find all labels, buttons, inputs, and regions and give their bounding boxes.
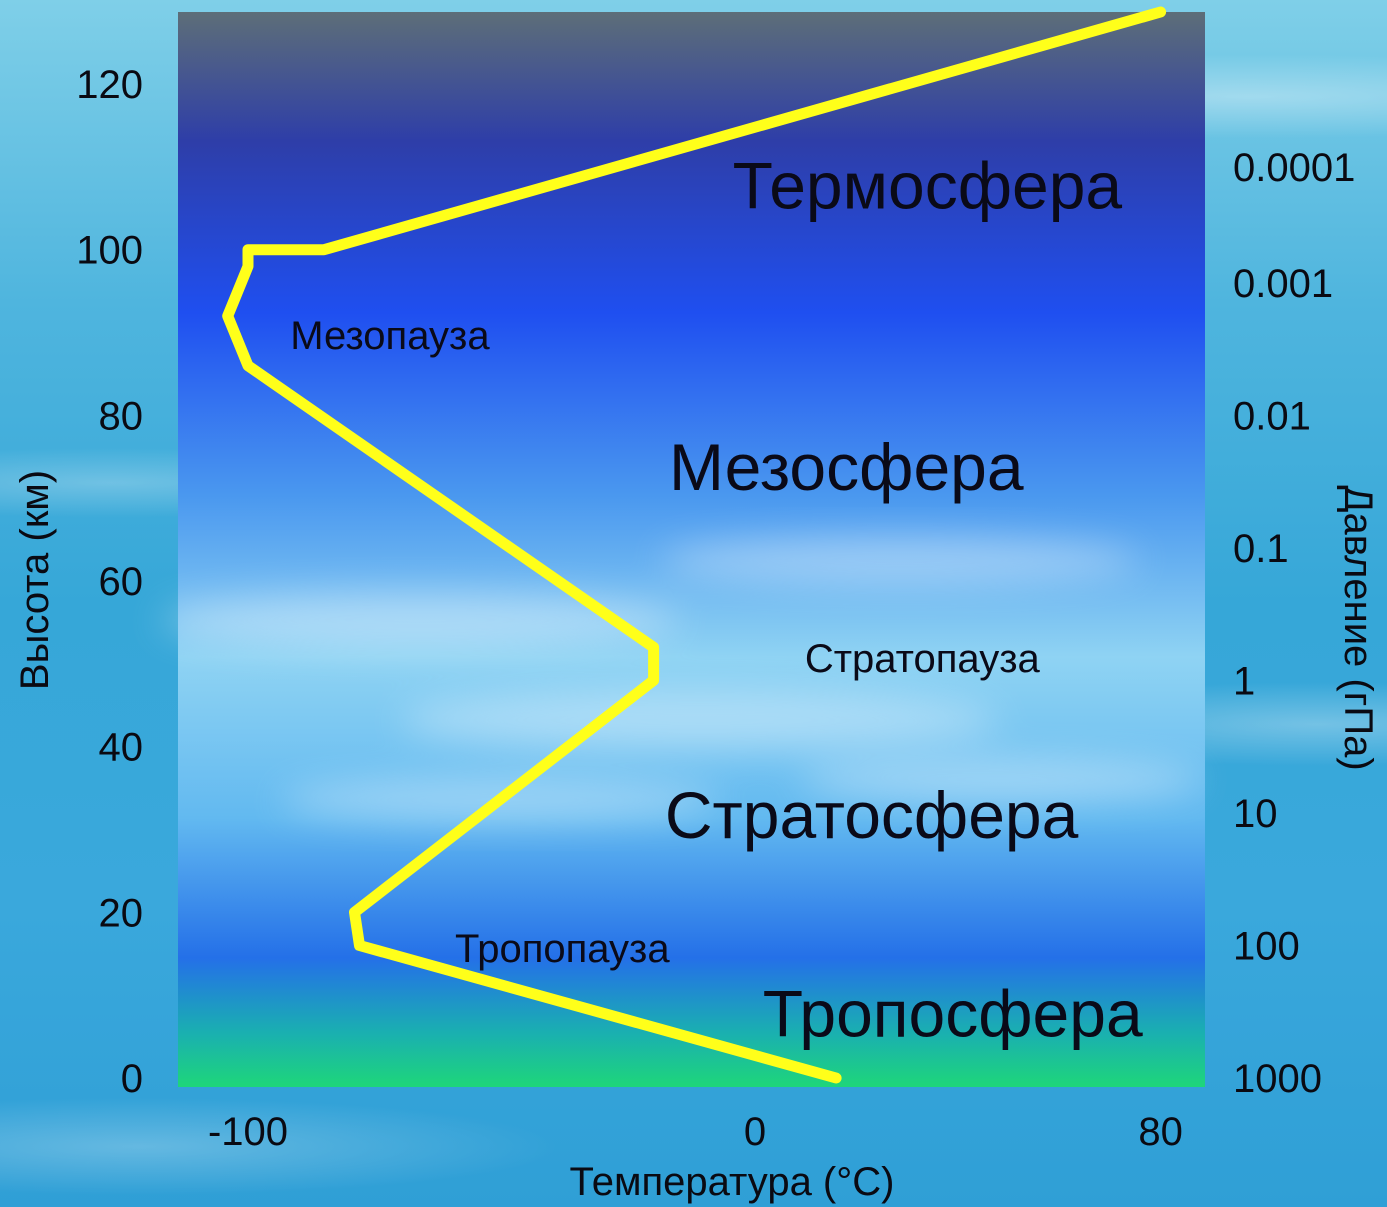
y-axis-title: Высота (км)	[13, 470, 57, 690]
temperature-profile-line	[222, 6, 1167, 1084]
pressure-axis-ticks: 0.0001 0.001 0.01 0.1 1 10 100 1000	[1233, 146, 1355, 1101]
y-axis-ticks: 0 20 40 60 80 100 120	[76, 63, 143, 1101]
y-tick-label: 20	[99, 891, 144, 935]
y-tick-label: 60	[99, 560, 144, 604]
region-label: Стратосфера	[665, 778, 1079, 852]
cloud-streaks	[160, 536, 1200, 822]
region-labels: Термосфера Мезопауза Мезосфера Стратопауза С…	[290, 148, 1143, 1050]
x-tick-label: 0	[744, 1110, 766, 1154]
x-axis-ticks: -100 0 80	[208, 1110, 1183, 1154]
plot-area	[160, 12, 1205, 1087]
pressure-tick-label: 0.01	[1233, 394, 1311, 438]
y-tick-label: 100	[76, 229, 143, 273]
x-tick-label: -100	[208, 1110, 288, 1154]
region-label: Термосфера	[733, 148, 1123, 222]
region-label: Мезосфера	[669, 430, 1024, 504]
y-tick-label: 0	[121, 1057, 143, 1101]
pressure-tick-label: 10	[1233, 792, 1278, 836]
pressure-tick-label: 0.001	[1233, 262, 1333, 306]
pressure-tick-label: 1	[1233, 659, 1255, 703]
region-label: Тропосфера	[763, 977, 1143, 1051]
pressure-tick-label: 1000	[1233, 1057, 1322, 1101]
temperature-series	[222, 6, 1167, 1084]
region-label: Мезопауза	[290, 314, 490, 358]
region-label: Тропопауза	[455, 927, 670, 971]
x-tick-label: 80	[1138, 1110, 1183, 1154]
y-tick-label: 120	[76, 63, 143, 107]
region-label: Стратопауза	[805, 637, 1041, 681]
x-axis-title: Температура (°C)	[570, 1160, 895, 1204]
y-tick-label: 40	[99, 726, 144, 770]
y-tick-label: 80	[99, 394, 144, 438]
pressure-tick-label: 0.1	[1233, 527, 1289, 571]
pressure-tick-label: 0.0001	[1233, 146, 1355, 190]
pressure-tick-label: 100	[1233, 924, 1300, 968]
pressure-axis-title: Давление (гПа)	[1336, 485, 1380, 770]
